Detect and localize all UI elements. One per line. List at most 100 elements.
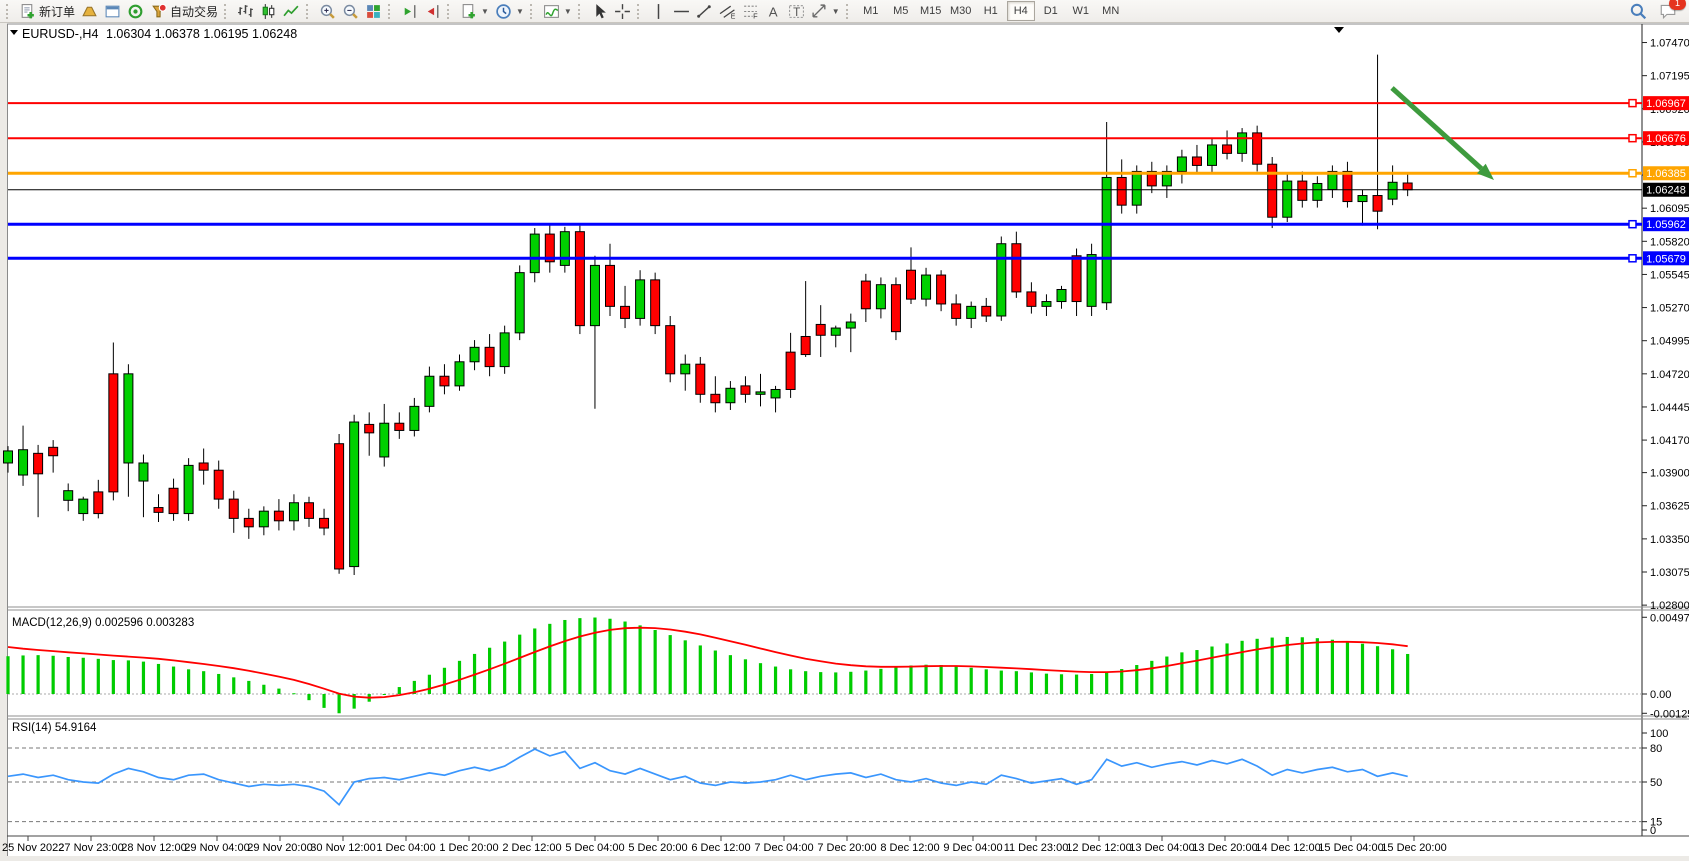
candle-body: [304, 502, 314, 519]
candle-body: [1086, 254, 1097, 307]
crosshair-button[interactable]: [611, 1, 634, 21]
new-order-button[interactable]: 新订单: [16, 1, 78, 21]
rsi-line: [7, 748, 1408, 806]
line-chart-button[interactable]: [280, 1, 303, 21]
trend-arrow[interactable]: [1390, 86, 1484, 171]
time-tick-label: 1 Dec 20:00: [439, 842, 498, 854]
trend-arrow-head[interactable]: [1477, 163, 1494, 180]
candle-body: [620, 305, 631, 319]
timeframe-mn[interactable]: MN: [1102, 5, 1120, 17]
text-label-button[interactable]: T: [785, 1, 808, 21]
time-tick-label: 7 Dec 04:00: [754, 842, 813, 854]
candle-body: [951, 303, 962, 319]
candle-body: [469, 346, 480, 363]
trendline-button[interactable]: [693, 1, 716, 21]
horizontal-line-icon: [673, 10, 689, 12]
toolbar-gripper: [845, 3, 852, 19]
auto-trading-button[interactable]: 自动交易: [147, 1, 221, 21]
candle-body: [228, 498, 239, 519]
candle-body: [123, 373, 134, 464]
channel-button[interactable]: E: [716, 1, 739, 21]
candle-body: [18, 449, 29, 476]
search-button[interactable]: [1626, 1, 1650, 21]
timeframe-m30[interactable]: M30: [950, 5, 972, 17]
timeframe-w1[interactable]: W1: [1072, 5, 1089, 17]
zoom-out-button[interactable]: [339, 1, 362, 21]
candle-body: [1387, 181, 1398, 200]
text-button[interactable]: A: [762, 1, 785, 21]
candle-body: [48, 446, 59, 457]
data-window-button[interactable]: [101, 1, 124, 21]
timeframe-m5[interactable]: M5: [893, 5, 909, 17]
candle-body: [695, 363, 706, 395]
toolbar-gripper: [6, 3, 12, 19]
horizontal-line-button[interactable]: [670, 1, 693, 21]
zoom-in-button[interactable]: [316, 1, 339, 21]
candle-body: [1026, 291, 1037, 307]
cursor-icon: [596, 3, 606, 18]
time-tick-label: 9 Dec 04:00: [943, 842, 1002, 854]
auto-scroll-button[interactable]: [421, 1, 444, 21]
bar-chart-button[interactable]: [234, 1, 257, 21]
navigator-button[interactable]: [124, 1, 147, 21]
candlestick-chart-button[interactable]: [257, 1, 280, 21]
time-tick-label: 15 Dec 04:00: [1318, 842, 1383, 854]
timeframe-m1[interactable]: M1: [863, 5, 879, 17]
notifications-button[interactable]: 1: [1656, 0, 1686, 21]
chevron-down-icon: ▼: [515, 6, 524, 16]
horizontal-line-1.06967-handle[interactable]: [1628, 98, 1637, 108]
timeframe-d1[interactable]: D1: [1043, 5, 1058, 17]
price-tick-label: 1.05270: [1650, 303, 1689, 315]
fibonacci-button[interactable]: F: [739, 1, 762, 21]
search-icon: [1630, 3, 1647, 20]
timeframe-h1[interactable]: H1: [983, 5, 998, 17]
price-tick-label: 1.03900: [1650, 468, 1689, 480]
candle-body: [1116, 176, 1127, 206]
candle-body: [319, 517, 330, 529]
indicators-button[interactable]: ▼: [540, 1, 575, 21]
arrows-button[interactable]: ▼: [808, 1, 843, 21]
horizontal-line-1.05679-handle[interactable]: [1628, 254, 1637, 263]
price-tick-label: 1.07195: [1650, 71, 1689, 83]
price-tick-label: 1.03075: [1650, 567, 1689, 579]
candle-body: [1237, 132, 1248, 154]
chart-shift-button[interactable]: [398, 1, 421, 21]
candle-body: [529, 233, 540, 274]
toolbar-gripper: [529, 3, 536, 19]
market-watch-button[interactable]: [78, 1, 101, 21]
timeframe-h4[interactable]: H4: [1006, 1, 1035, 21]
cursor-button[interactable]: [588, 1, 611, 21]
horizontal-line-1.06967-tag-text: 1.06967: [1646, 98, 1686, 110]
horizontal-line-1.06385-handle[interactable]: [1628, 168, 1637, 178]
price-tick-label: 1.06095: [1650, 203, 1689, 215]
templates-button[interactable]: ▼: [457, 1, 492, 21]
toolbar-gripper: [577, 3, 584, 19]
macd-signal-line: [7, 626, 1408, 699]
toolbar-gripper: [306, 3, 312, 19]
periods-button[interactable]: ▼: [492, 1, 527, 21]
candle-body: [198, 462, 209, 471]
candle-body: [1207, 144, 1217, 166]
candle-body: [770, 388, 781, 399]
time-tick-label: 13 Dec 04:00: [1129, 842, 1194, 854]
navigator-icon: [128, 4, 143, 18]
rsi-axis-label: 15: [1650, 817, 1662, 829]
candle-body: [605, 264, 615, 307]
timeframe-m15[interactable]: M15: [920, 5, 942, 17]
vertical-line-button[interactable]: [647, 1, 670, 21]
time-tick-label: 30 Nov 12:00: [310, 842, 375, 854]
candle-body: [710, 393, 721, 404]
candle-body: [1252, 132, 1263, 165]
horizontal-line-1.05962-handle[interactable]: [1628, 219, 1637, 229]
horizontal-line-1.06676-handle[interactable]: [1628, 133, 1637, 143]
tile-windows-button[interactable]: [362, 1, 385, 21]
vertical-line-icon: [657, 3, 660, 19]
rsi-axis-label: 0: [1650, 825, 1656, 837]
auto-scroll-marker: [1334, 27, 1344, 33]
candle-body: [1342, 170, 1353, 203]
time-tick-label: 15 Dec 20:00: [1381, 842, 1446, 854]
symbol-dropdown-icon[interactable]: [10, 30, 18, 35]
